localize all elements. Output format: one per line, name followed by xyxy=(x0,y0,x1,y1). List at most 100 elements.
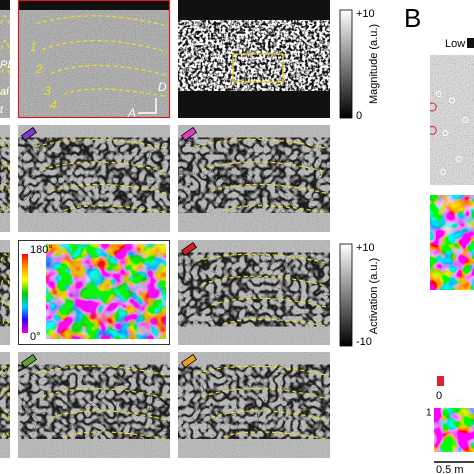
layer-boundary xyxy=(202,275,328,287)
hue-colorbar xyxy=(22,254,28,333)
layer-label: 3 xyxy=(44,84,51,98)
bottom-cut-label: 0 xyxy=(436,390,442,402)
response-blobs xyxy=(178,252,330,327)
noise xyxy=(430,55,474,185)
layer-boundary xyxy=(0,253,11,264)
layer-boundary xyxy=(63,88,168,98)
layer-boundary xyxy=(223,205,328,214)
marker xyxy=(430,102,437,112)
hue-noise xyxy=(46,244,166,339)
panels xyxy=(0,0,474,458)
layer-boundary xyxy=(0,365,11,376)
image-panel xyxy=(0,352,10,458)
legend-swatch xyxy=(467,38,474,48)
legend-low: Low xyxy=(445,38,465,50)
magnitude-max: +10 xyxy=(356,8,375,20)
stimulus-direction xyxy=(180,241,198,257)
layer-boundary xyxy=(2,318,11,327)
image-panel xyxy=(430,55,474,185)
layer-boundary xyxy=(63,205,168,214)
response-blobs xyxy=(0,252,10,327)
angle-min: 0° xyxy=(30,331,41,343)
roi-box xyxy=(232,53,284,83)
layer-boundary xyxy=(1,297,11,308)
response-blobs xyxy=(0,137,10,213)
layer-label: 4 xyxy=(50,98,57,112)
layer-boundary xyxy=(2,88,11,97)
layer-boundary xyxy=(211,183,328,195)
response-blobs xyxy=(178,137,330,213)
magnitude-title: Magnitude (a.u.) xyxy=(368,24,380,104)
noise xyxy=(0,10,10,118)
image-panel xyxy=(0,0,10,118)
panel-border xyxy=(17,0,171,119)
activation-colorbar xyxy=(339,243,353,347)
image-panel xyxy=(18,0,170,118)
layer-boundary xyxy=(1,40,11,53)
layer-label: 1 xyxy=(30,40,37,54)
stimulus-direction xyxy=(180,353,198,369)
image-panel xyxy=(0,125,10,232)
image-panel xyxy=(178,240,330,345)
layer-boundary xyxy=(51,64,168,77)
response-blobs xyxy=(178,364,330,439)
stimulus-direction xyxy=(20,126,38,142)
layer-boundary xyxy=(51,410,168,421)
hue-noise xyxy=(434,408,474,452)
layer-boundary xyxy=(196,253,328,264)
image-panel xyxy=(18,352,170,458)
layer-boundary xyxy=(1,161,11,173)
marker xyxy=(430,125,437,135)
stimulus-direction xyxy=(180,126,198,142)
layer-boundary xyxy=(1,64,11,76)
layer-boundary xyxy=(202,387,328,400)
pinwheel-center xyxy=(462,117,469,123)
speckle xyxy=(178,20,330,91)
layer-boundary xyxy=(36,15,168,27)
image-panel xyxy=(178,0,330,118)
hue-noise xyxy=(430,195,474,290)
layer-boundary xyxy=(211,297,328,308)
stimulus-direction xyxy=(20,353,38,369)
image-panel xyxy=(430,195,474,290)
layer-boundary xyxy=(42,387,168,400)
layer-boundary xyxy=(1,410,11,421)
activation-max: +10 xyxy=(356,242,375,254)
magnitude-colorbar xyxy=(339,9,353,119)
legend-marker xyxy=(437,376,444,386)
axis-label: D xyxy=(158,80,167,94)
left-label: PL xyxy=(0,59,13,71)
orientation-arrow xyxy=(138,98,157,114)
pinwheel-center xyxy=(435,91,442,97)
layer-boundary xyxy=(51,183,168,195)
response-blobs xyxy=(0,364,10,439)
layer-boundary xyxy=(0,138,11,149)
layer-boundary xyxy=(42,161,168,173)
pinwheel-center xyxy=(440,169,447,175)
left-label: t xyxy=(0,104,4,116)
pinwheel-center xyxy=(455,156,462,162)
left-label: al xyxy=(0,86,9,98)
layer-boundary xyxy=(202,161,328,173)
activation-min: -10 xyxy=(356,336,372,348)
pinwheel-center xyxy=(442,130,449,136)
layer-boundary xyxy=(2,431,11,440)
layer-boundary xyxy=(196,365,328,376)
layer-boundary xyxy=(36,365,168,376)
layer-boundary xyxy=(223,431,328,440)
scale-bar-label: 0.5 m xyxy=(436,464,464,474)
pinwheel-center xyxy=(449,97,455,104)
response-blobs xyxy=(18,137,170,213)
layer-boundary xyxy=(63,431,168,440)
noise xyxy=(18,10,170,118)
magnitude-min: 0 xyxy=(356,110,362,122)
activation-title: Activation (a.u.) xyxy=(368,258,380,334)
layer-boundary xyxy=(2,205,11,213)
axis-label: A xyxy=(127,106,136,120)
image-panel xyxy=(434,408,474,452)
image-panel xyxy=(178,352,330,458)
layer-boundary xyxy=(211,410,328,421)
image-panel xyxy=(178,125,330,232)
layer-boundary xyxy=(223,318,328,327)
